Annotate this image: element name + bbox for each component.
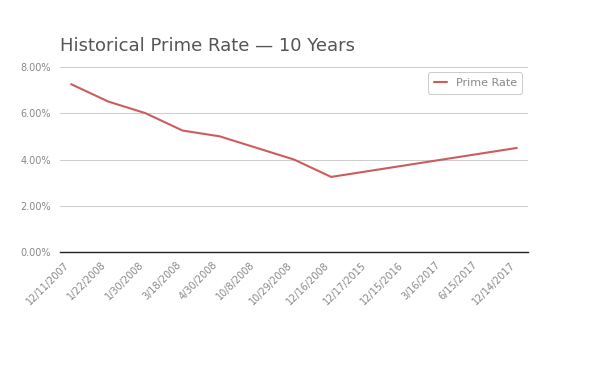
Prime Rate [402, 163, 409, 168]
Text: Historical Prime Rate — 10 Years: Historical Prime Rate — 10 Years [60, 37, 355, 55]
Line: Prime Rate: Prime Rate [71, 84, 517, 177]
Prime Rate [365, 169, 372, 173]
Prime Rate [439, 157, 446, 162]
Prime Rate [216, 134, 223, 139]
Prime Rate [179, 128, 186, 133]
Prime Rate [476, 151, 484, 156]
Prime Rate [513, 146, 520, 150]
Legend: Prime Rate: Prime Rate [428, 72, 523, 93]
Prime Rate [253, 146, 260, 150]
Prime Rate [142, 111, 149, 115]
Prime Rate [68, 82, 75, 86]
Prime Rate [104, 99, 112, 104]
Prime Rate [328, 175, 335, 179]
Prime Rate [290, 157, 298, 162]
